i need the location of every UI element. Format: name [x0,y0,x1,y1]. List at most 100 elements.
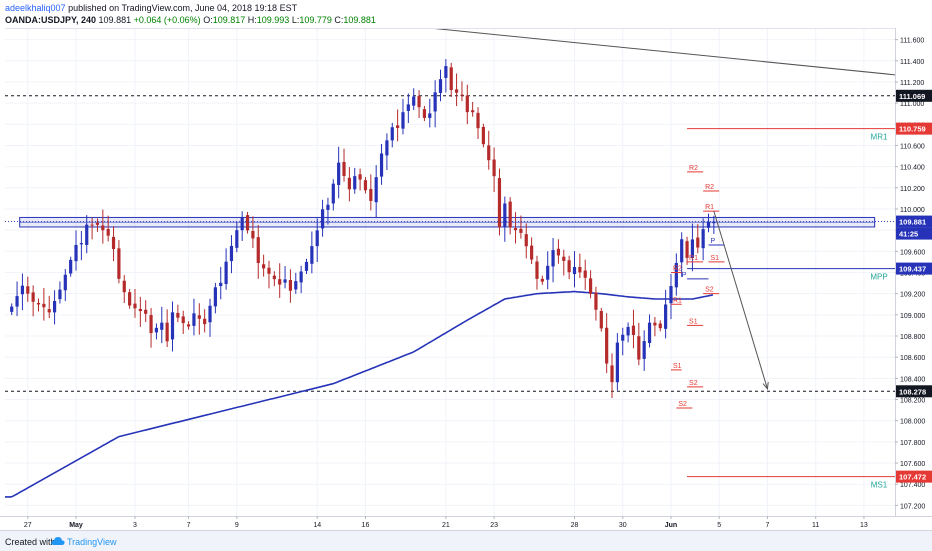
candle [133,289,137,318]
tradingview-cloud-icon[interactable] [51,535,65,547]
candle [203,309,207,333]
candle-body [465,95,469,113]
candle-body [10,306,14,312]
candle-body [428,113,432,118]
candle-body [192,313,196,326]
chart-header: adeelkhaliq007 published on TradingView.… [0,0,932,28]
candle [224,248,228,290]
close-label: C: [334,15,344,25]
price-tick-label: 109.200 [900,292,925,299]
candle-body [299,271,303,283]
candle [658,320,662,332]
pivot-label-r2: R2 [705,184,714,191]
candle [674,253,678,296]
candle-body [583,270,587,278]
date-scale[interactable] [0,516,932,531]
candle-body [85,224,89,245]
candle-body [631,325,636,335]
candle-body [203,318,207,325]
candle [299,265,303,294]
candle [149,308,153,348]
candle [503,196,507,242]
chart-svg[interactable]: R1R2PS1S2R2R1S1S2R2R1PS1S2MR1MPPMS1107.2… [0,0,932,530]
projection-arrow-head [762,381,769,391]
candle [685,236,689,265]
candle [192,298,196,336]
candle-body [144,309,148,314]
candle-body [690,239,695,258]
chart-pane[interactable] [5,28,901,517]
candle-body [637,336,641,360]
candle-body [337,162,341,185]
tradingview-link[interactable]: TradingView [67,537,117,547]
candle [530,237,534,265]
candle-body [310,246,314,264]
candle [10,303,14,316]
pivot-label-s2: S2 [689,380,698,387]
candle [170,301,175,352]
price-tick-label: 109.600 [900,249,925,256]
candle [315,218,319,263]
candle [117,240,121,284]
candle-body [278,279,282,285]
support-108278-tag-bg [896,385,932,398]
candle [208,298,212,337]
high-label: H: [247,15,257,25]
pivot-label-r2: R2 [673,266,682,273]
pivot-label-r1: R1 [673,297,682,304]
candle [449,62,453,97]
candle [342,148,346,182]
candle [294,272,298,294]
price-tick-label: 108.200 [900,398,925,405]
price-tick-label: 110.600 [900,143,925,150]
candle [481,123,485,148]
date-tick-label: 13 [860,522,868,529]
candle-body [262,264,266,269]
candle [524,223,528,259]
candle [562,249,566,276]
candle-body [615,342,619,383]
open-label: O: [203,15,213,25]
mpp-tag: 109.437 [899,265,926,274]
candle [696,224,700,254]
candle [599,307,603,332]
pivot-label-p: P [711,238,716,245]
candle [326,197,330,225]
symbol-label[interactable]: OANDA:USDJPY, 240 [5,15,97,25]
candle-body [69,259,73,274]
candle-body [524,234,528,247]
price-tick-label: 111.400 [900,59,924,66]
ms1-label: MS1 [871,481,888,490]
candle-body [197,315,201,319]
candle-body [621,334,625,341]
candle-body [101,225,105,231]
candle [69,256,73,277]
price-tick-label: 108.000 [900,419,925,426]
candle-body [492,159,496,177]
date-tick-label: 11 [812,522,819,529]
candle-body [551,250,555,267]
candle-body [578,266,582,273]
candle [412,88,416,111]
candle [572,251,577,288]
candle-body [36,302,41,305]
date-tick-label: 14 [313,522,321,529]
candle [631,309,636,349]
candle [106,215,110,242]
candle [680,232,684,277]
candle-body [680,239,684,263]
candle [417,90,421,119]
candle [363,177,368,194]
candle-body [701,229,705,249]
candle [20,273,25,311]
candle [465,84,469,125]
candle-body [58,289,62,300]
candle-body [401,112,405,129]
price-tick-label: 111.200 [900,80,924,87]
candle-body [422,109,427,118]
pivot-label-s1: S1 [711,255,720,262]
candle [128,289,132,309]
author-link[interactable]: adeelkhaliq007 [5,3,66,13]
close-value: 109.881 [343,15,376,25]
candle [262,254,266,277]
